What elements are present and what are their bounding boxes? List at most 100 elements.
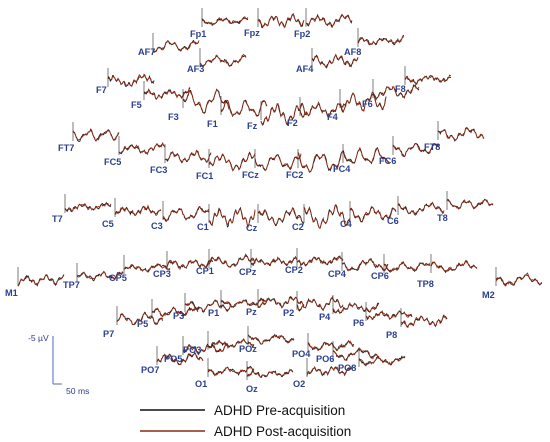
channel-f2 bbox=[299, 97, 347, 118]
waveform-cp1-post bbox=[208, 255, 256, 268]
channel-label-fp2: Fp2 bbox=[294, 29, 310, 39]
channel-label-po7: PO7 bbox=[141, 365, 159, 375]
channel-label-f3: F3 bbox=[168, 112, 179, 122]
channel-label-c2: C2 bbox=[292, 222, 304, 232]
channel-c3 bbox=[162, 201, 210, 223]
legend-label-pre: ADHD Pre-acquisition bbox=[214, 403, 345, 418]
channel-af4 bbox=[311, 48, 359, 69]
channel-label-fpz: Fpz bbox=[244, 28, 260, 38]
channel-m1 bbox=[17, 267, 65, 287]
channel-label-c4: C4 bbox=[340, 219, 353, 229]
channel-c1 bbox=[208, 204, 256, 228]
channel-cp4 bbox=[341, 252, 389, 272]
channel-ft8 bbox=[437, 121, 485, 142]
channel-label-fc5: FC5 bbox=[104, 157, 121, 167]
waveform-m2-post bbox=[495, 272, 543, 287]
channel-cz bbox=[257, 204, 305, 227]
legend-label-post: ADHD Post-acquisition bbox=[214, 424, 351, 439]
channel-label-f1: F1 bbox=[207, 119, 218, 129]
channel-label-po6: PO6 bbox=[316, 354, 334, 364]
channel-p5 bbox=[151, 299, 199, 318]
channel-label-cp3: CP3 bbox=[153, 269, 171, 279]
channel-po5 bbox=[182, 336, 230, 356]
channel-label-p3: P3 bbox=[173, 311, 184, 321]
channel-label-af7: AF7 bbox=[138, 47, 155, 57]
waveform-p1-post bbox=[220, 297, 267, 309]
waveform-c2-post bbox=[303, 204, 351, 229]
channel-label-fc6: FC6 bbox=[379, 156, 396, 166]
channel-label-p5: P5 bbox=[137, 319, 148, 329]
waveform-fc2-post bbox=[297, 150, 345, 173]
waveform-c4-post bbox=[349, 205, 397, 223]
channel-label-ft8: FT8 bbox=[424, 142, 440, 152]
waveform-layer bbox=[17, 8, 543, 380]
waveform-cp3-post bbox=[166, 259, 214, 271]
channel-o2 bbox=[306, 358, 354, 377]
waveform-f7-post bbox=[107, 73, 155, 88]
waveform-fc6-post bbox=[392, 142, 440, 158]
waveform-cp5-post bbox=[123, 263, 171, 273]
scale-bar: -5 µV 50 ms bbox=[28, 333, 89, 396]
channel-fc4 bbox=[342, 144, 390, 165]
channel-label-po3: PO3 bbox=[183, 345, 201, 355]
waveform-poz-post bbox=[247, 334, 295, 345]
channel-label-pz: Pz bbox=[246, 307, 257, 317]
channel-af3 bbox=[199, 48, 247, 68]
waveform-fcz-post bbox=[254, 153, 302, 172]
channel-tp7 bbox=[76, 263, 124, 282]
channel-po6 bbox=[332, 341, 380, 361]
channel-po7 bbox=[156, 346, 204, 366]
channel-p1 bbox=[220, 290, 268, 309]
channel-p8 bbox=[400, 308, 448, 329]
channel-ft7 bbox=[72, 122, 120, 142]
channel-po4 bbox=[307, 333, 355, 352]
waveform-cp6-post bbox=[383, 260, 431, 273]
waveform-po6-post bbox=[332, 348, 380, 361]
waveform-c6-post bbox=[397, 201, 445, 215]
waveform-cz-post bbox=[257, 206, 305, 226]
waveform-f6-post bbox=[372, 85, 420, 100]
waveform-fpz-post bbox=[257, 12, 305, 29]
channel-oz bbox=[246, 361, 294, 380]
channel-label-p1: P1 bbox=[208, 308, 219, 318]
channel-f8 bbox=[404, 66, 452, 86]
legend: ADHD Pre-acquisition ADHD Post-acquisiti… bbox=[140, 403, 351, 439]
waveform-p7-post bbox=[116, 311, 164, 326]
channel-c5 bbox=[114, 198, 162, 217]
channel-label-p2: P2 bbox=[283, 308, 294, 318]
channel-label-ft7: FT7 bbox=[58, 143, 74, 153]
channel-f7 bbox=[107, 68, 155, 88]
scale-bar-amplitude-label: -5 µV bbox=[28, 333, 49, 343]
waveform-f5-post bbox=[143, 87, 191, 101]
waveform-t7-post bbox=[64, 201, 112, 213]
waveform-po5-post bbox=[182, 343, 230, 355]
channel-label-p8: P8 bbox=[386, 330, 397, 340]
channel-label-po4: PO4 bbox=[292, 349, 311, 359]
channel-label-f8: F8 bbox=[395, 84, 406, 94]
waveform-oz-post bbox=[246, 368, 294, 379]
channel-label-tp7: TP7 bbox=[63, 280, 80, 290]
waveform-c5-post bbox=[114, 204, 162, 216]
waveform-po8-post bbox=[358, 355, 406, 366]
channel-af7 bbox=[152, 33, 200, 53]
waveform-p6-post bbox=[365, 310, 413, 321]
waveform-fp1-post bbox=[201, 17, 249, 26]
channel-label-c3: C3 bbox=[151, 221, 163, 231]
channel-fc1 bbox=[208, 149, 256, 172]
waveform-c1-post bbox=[208, 208, 256, 228]
channel-fcz bbox=[254, 149, 302, 172]
waveform-af4-post bbox=[311, 54, 359, 69]
channel-label-m2: M2 bbox=[482, 290, 495, 300]
channel-label-f4: F4 bbox=[327, 112, 339, 122]
channel-label-fc4: FC4 bbox=[333, 164, 351, 174]
waveform-f2-post bbox=[299, 101, 347, 118]
channel-fpz bbox=[257, 8, 305, 29]
channel-p3 bbox=[184, 293, 232, 313]
channel-f1 bbox=[220, 96, 268, 118]
channel-m2 bbox=[495, 267, 543, 287]
channel-label-cpz: CPz bbox=[239, 267, 257, 277]
channel-label-cz: Cz bbox=[246, 223, 258, 233]
channel-p2 bbox=[296, 291, 344, 312]
waveform-pz-post bbox=[257, 296, 305, 309]
